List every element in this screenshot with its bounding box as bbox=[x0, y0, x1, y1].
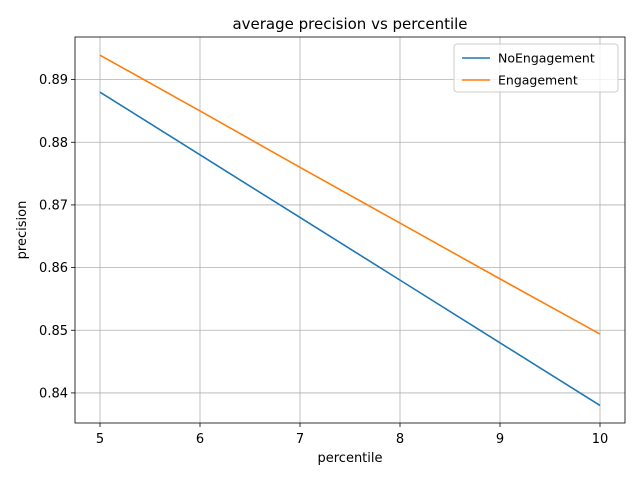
legend-label-engagement: Engagement bbox=[498, 73, 578, 88]
y-axis-label: precision bbox=[15, 201, 30, 260]
x-axis-ticks: 5 6 7 8 9 10 bbox=[96, 423, 608, 447]
x-tick-label: 10 bbox=[592, 432, 609, 447]
x-tick-label: 7 bbox=[296, 432, 304, 447]
series-line-engagement bbox=[99, 54, 601, 335]
legend: NoEngagement Engagement bbox=[453, 43, 619, 93]
y-axis-ticks: 0.84 0.85 0.86 0.87 0.88 0.89 bbox=[39, 73, 75, 401]
y-tick-label: 0.84 bbox=[39, 386, 68, 401]
chart-title: average precision vs percentile bbox=[232, 15, 467, 33]
grid-lines bbox=[75, 37, 625, 423]
x-tick-label: 9 bbox=[496, 432, 504, 447]
plot-frame bbox=[74, 36, 626, 424]
y-tick-label: 0.85 bbox=[39, 324, 68, 339]
y-tick-label: 0.89 bbox=[39, 73, 68, 88]
x-axis-label: percentile bbox=[317, 451, 382, 466]
series-layer bbox=[99, 54, 601, 407]
y-tick-label: 0.87 bbox=[39, 198, 68, 213]
y-tick-label: 0.88 bbox=[39, 136, 68, 151]
series-line-noengagement bbox=[99, 91, 601, 407]
x-tick-label: 8 bbox=[396, 432, 404, 447]
y-tick-label: 0.86 bbox=[39, 261, 68, 276]
legend-box bbox=[453, 43, 619, 93]
x-tick-label: 5 bbox=[96, 432, 104, 447]
legend-label-noengagement: NoEngagement bbox=[498, 51, 595, 66]
x-tick-label: 6 bbox=[196, 432, 204, 447]
